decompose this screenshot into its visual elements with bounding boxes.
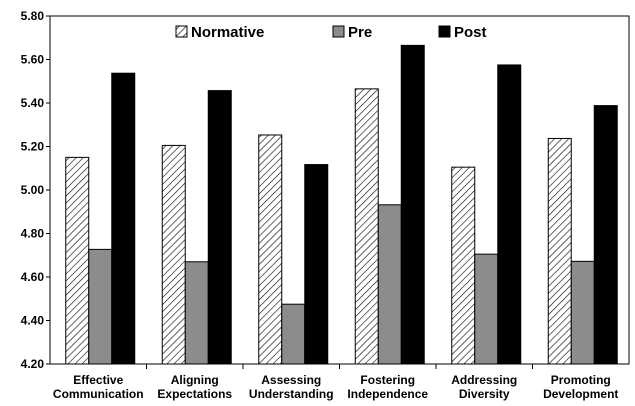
bar-normative-5 <box>547 137 572 365</box>
bar-normative-4 <box>451 166 476 365</box>
legend-swatch-post <box>438 25 451 38</box>
y-tick-label: 5.80 <box>21 9 45 23</box>
x-category-label: Assessing <box>261 373 321 387</box>
x-category-label: Effective <box>73 373 123 387</box>
y-tick-label: 4.40 <box>21 314 45 328</box>
bar-normative-1 <box>161 144 186 365</box>
bars <box>65 44 618 365</box>
plot-frame <box>49 15 630 365</box>
x-category-label: Understanding <box>249 387 334 401</box>
legend-label-normative: Normative <box>191 24 264 41</box>
legend-swatch-normative <box>175 25 188 38</box>
x-category-label: Diversity <box>459 387 510 401</box>
y-tick-label: 5.00 <box>21 183 45 197</box>
y-tick-label: 5.40 <box>21 96 45 110</box>
bar-post-4 <box>497 64 522 365</box>
bar-pre-2 <box>281 303 306 365</box>
bar-normative-2 <box>258 134 283 365</box>
x-category-label: Promoting <box>551 373 611 387</box>
y-axis: 4.20 4.40 4.60 4.80 5.00 5.20 5.40 5.60 5.80 <box>21 9 50 371</box>
x-category-label: Communication <box>53 387 144 401</box>
bar-pre-0 <box>88 248 113 365</box>
legend-label-post: Post <box>454 24 487 41</box>
bar-pre-4 <box>474 253 499 365</box>
bar-normative-0 <box>65 156 90 365</box>
x-category-label: Expectations <box>157 387 232 401</box>
y-tick-label: 4.80 <box>21 227 45 241</box>
x-category-label: Addressing <box>451 373 517 387</box>
bar-normative-3 <box>354 88 379 365</box>
legend-swatch-pre <box>332 25 345 38</box>
bar-pre-5 <box>570 260 595 365</box>
y-tick-label: 5.60 <box>21 53 45 67</box>
bar-post-2 <box>304 164 329 365</box>
bar-post-5 <box>593 105 618 365</box>
x-category-label: Fostering <box>360 373 415 387</box>
y-tick-label: 5.20 <box>21 140 45 154</box>
x-category-label: Aligning <box>171 373 219 387</box>
bar-pre-3 <box>377 204 402 365</box>
bar-post-1 <box>207 90 232 365</box>
legend-label-pre: Pre <box>348 24 372 41</box>
y-tick-label: 4.20 <box>21 357 45 371</box>
y-tick-label: 4.60 <box>21 270 45 284</box>
x-category-label: Independence <box>347 387 428 401</box>
bar-pre-1 <box>184 261 209 365</box>
bar-post-0 <box>111 72 136 365</box>
x-category-label: Development <box>543 387 618 401</box>
plot-area <box>49 15 630 365</box>
bar-post-3 <box>400 44 425 365</box>
legend: Normative Pre Post <box>175 24 487 41</box>
